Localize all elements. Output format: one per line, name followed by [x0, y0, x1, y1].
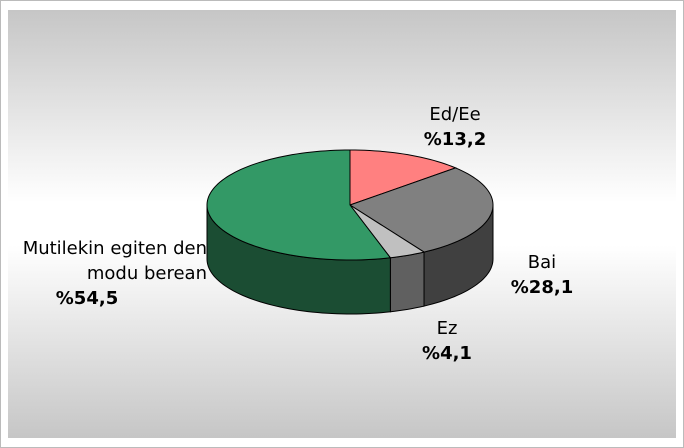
- slice: [349, 204, 426, 259]
- slice-label: Bai %28,1: [482, 250, 602, 300]
- slice: [349, 149, 457, 206]
- value-label: %13,2: [423, 129, 487, 150]
- category-label: Ez: [436, 318, 458, 339]
- slice: [348, 167, 494, 253]
- slice: [206, 149, 392, 261]
- category-label: Mutilekin egiten den modu berean: [22, 238, 207, 284]
- value-label: %28,1: [510, 277, 574, 298]
- value-label: %4,1: [422, 343, 472, 364]
- slice-side: [389, 251, 425, 313]
- pie: [206, 149, 494, 315]
- value-label: %54,5: [55, 288, 119, 309]
- slice-label: Mutilekin egiten den modu berean %54,5: [22, 236, 222, 311]
- category-label: Ed/Ee: [429, 104, 481, 125]
- category-label: Bai: [527, 252, 557, 273]
- slice-label: Ez %4,1: [387, 316, 507, 366]
- slice-label: Ed/Ee %13,2: [395, 102, 515, 152]
